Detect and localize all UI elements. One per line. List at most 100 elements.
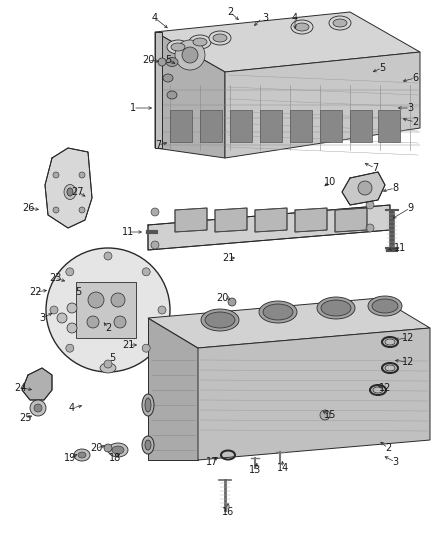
Circle shape <box>142 344 150 352</box>
Text: 7: 7 <box>372 163 378 173</box>
Ellipse shape <box>67 188 73 196</box>
Text: 20: 20 <box>142 55 154 65</box>
Text: 12: 12 <box>402 333 414 343</box>
Ellipse shape <box>295 23 309 31</box>
Text: 5: 5 <box>165 55 171 65</box>
Circle shape <box>67 323 77 333</box>
Text: 17: 17 <box>206 457 218 467</box>
Polygon shape <box>378 110 400 142</box>
Ellipse shape <box>259 301 297 323</box>
Circle shape <box>158 306 166 314</box>
Ellipse shape <box>201 309 239 331</box>
Polygon shape <box>230 110 252 142</box>
Polygon shape <box>215 208 247 232</box>
Circle shape <box>53 172 59 178</box>
Ellipse shape <box>167 91 177 99</box>
Circle shape <box>104 360 112 368</box>
Circle shape <box>358 181 372 195</box>
Text: 1: 1 <box>130 103 136 113</box>
Polygon shape <box>170 110 192 142</box>
Text: 5: 5 <box>109 353 115 363</box>
Ellipse shape <box>333 19 347 27</box>
Text: 4: 4 <box>69 403 75 413</box>
Circle shape <box>182 47 198 63</box>
Polygon shape <box>295 208 327 232</box>
Polygon shape <box>255 208 287 232</box>
Ellipse shape <box>205 312 235 328</box>
Text: 4: 4 <box>152 13 158 23</box>
Ellipse shape <box>291 20 313 34</box>
Circle shape <box>366 224 374 232</box>
Ellipse shape <box>372 299 398 313</box>
Polygon shape <box>335 208 367 232</box>
Circle shape <box>79 207 85 213</box>
Polygon shape <box>148 298 430 348</box>
Text: 2: 2 <box>385 443 391 453</box>
Polygon shape <box>22 368 52 400</box>
Circle shape <box>104 444 112 452</box>
Circle shape <box>46 248 170 372</box>
Polygon shape <box>148 205 390 250</box>
Text: 8: 8 <box>392 183 398 193</box>
Text: 5: 5 <box>75 287 81 297</box>
Ellipse shape <box>145 440 151 450</box>
Polygon shape <box>320 110 342 142</box>
Polygon shape <box>45 148 92 228</box>
Text: 19: 19 <box>64 453 76 463</box>
Text: 5: 5 <box>379 63 385 73</box>
Ellipse shape <box>142 394 154 416</box>
Text: 12: 12 <box>402 357 414 367</box>
Text: 21: 21 <box>222 253 234 263</box>
Text: 6: 6 <box>412 73 418 83</box>
Ellipse shape <box>209 31 231 45</box>
Text: 12: 12 <box>379 383 391 393</box>
Text: 3: 3 <box>407 103 413 113</box>
Text: 24: 24 <box>14 383 26 393</box>
Ellipse shape <box>100 363 116 373</box>
Text: 21: 21 <box>122 340 134 350</box>
Text: 3: 3 <box>392 457 398 467</box>
Circle shape <box>53 207 59 213</box>
Text: 26: 26 <box>22 203 34 213</box>
Ellipse shape <box>163 74 173 82</box>
Circle shape <box>104 252 112 260</box>
Circle shape <box>79 172 85 178</box>
Ellipse shape <box>171 43 185 51</box>
Ellipse shape <box>64 184 76 199</box>
Polygon shape <box>350 110 372 142</box>
Ellipse shape <box>142 436 154 454</box>
Polygon shape <box>148 318 198 460</box>
Ellipse shape <box>193 38 207 46</box>
Circle shape <box>320 410 330 420</box>
Circle shape <box>66 268 74 276</box>
Text: 2: 2 <box>227 7 233 17</box>
Ellipse shape <box>167 40 189 54</box>
Ellipse shape <box>321 300 351 316</box>
Circle shape <box>151 241 159 249</box>
Text: 25: 25 <box>19 413 31 423</box>
Circle shape <box>366 201 374 209</box>
Ellipse shape <box>145 398 151 412</box>
Circle shape <box>158 58 166 66</box>
Circle shape <box>111 293 125 307</box>
Polygon shape <box>200 110 222 142</box>
Circle shape <box>88 292 104 308</box>
Ellipse shape <box>329 16 351 30</box>
Polygon shape <box>260 110 282 142</box>
Ellipse shape <box>108 443 128 457</box>
Circle shape <box>30 400 46 416</box>
Text: 22: 22 <box>29 287 41 297</box>
Ellipse shape <box>368 296 402 316</box>
Text: 27: 27 <box>72 187 84 197</box>
Polygon shape <box>342 172 385 205</box>
Circle shape <box>87 316 99 328</box>
Text: 18: 18 <box>109 453 121 463</box>
Text: 16: 16 <box>222 507 234 517</box>
Polygon shape <box>155 12 420 72</box>
Ellipse shape <box>78 452 86 458</box>
Ellipse shape <box>112 446 124 454</box>
Polygon shape <box>155 32 162 148</box>
Text: 3: 3 <box>262 13 268 23</box>
Text: 11: 11 <box>122 227 134 237</box>
Polygon shape <box>155 32 225 158</box>
